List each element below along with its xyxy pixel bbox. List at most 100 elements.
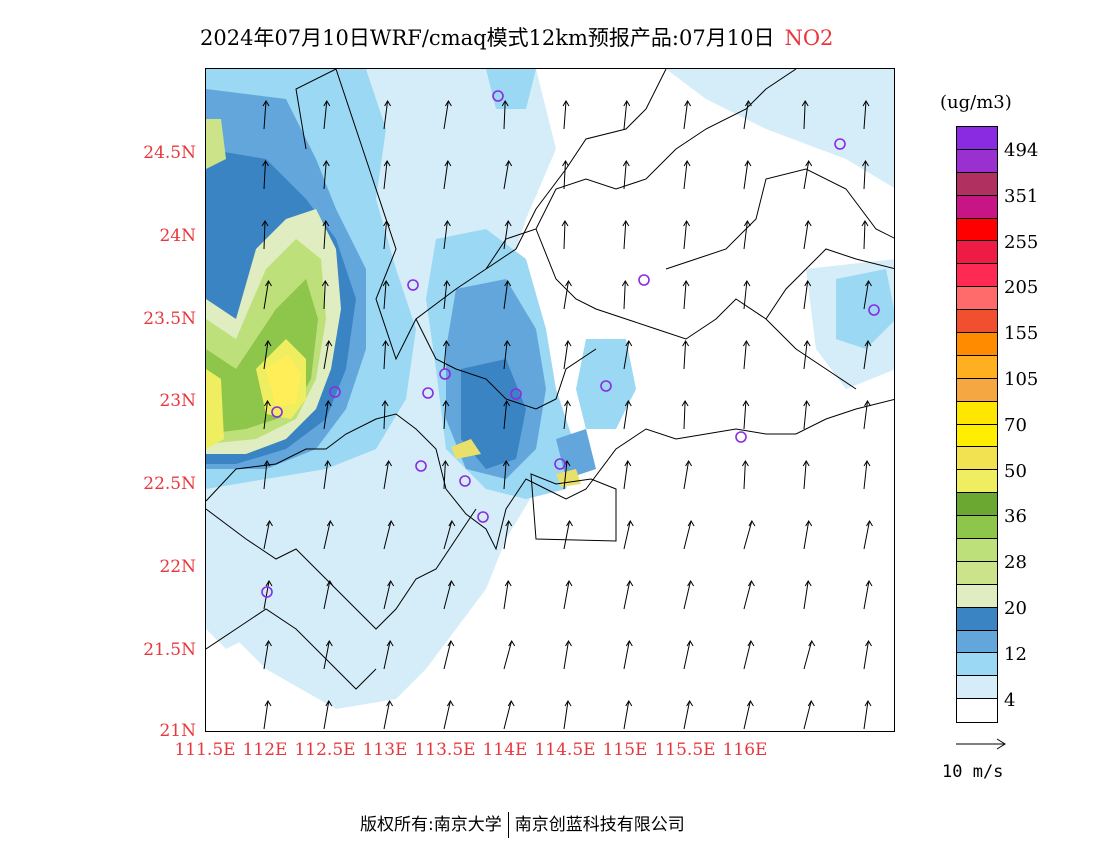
wind-vector-head [743, 220, 751, 227]
wind-vector-head [624, 460, 632, 467]
boundary-line [665, 168, 894, 270]
wind-vector-head [804, 280, 812, 287]
wind-vector [743, 460, 746, 490]
wind-vector-head [325, 700, 333, 707]
wind-vector [323, 100, 328, 130]
concentration-area-12 [836, 269, 894, 349]
wind-vector-head [265, 580, 273, 587]
wind-vector [683, 520, 692, 550]
wind-vector [623, 580, 631, 610]
wind-vector [683, 640, 691, 670]
wind-vector [443, 280, 448, 310]
wind-vector-field [261, 100, 873, 730]
footer-divider [507, 812, 509, 838]
wind-vector [263, 220, 266, 250]
wind-vector [323, 640, 330, 670]
boundary-line [295, 69, 667, 361]
wind-vector-head [625, 340, 633, 347]
wind-vector [683, 280, 687, 310]
wind-vector [383, 460, 390, 490]
wind-vector-head [865, 640, 872, 647]
wind-vector [743, 340, 747, 370]
wind-vector-head [265, 640, 272, 647]
wind-vector [623, 100, 628, 130]
wind-vector [563, 280, 569, 310]
colorbar-cell [957, 653, 997, 677]
wind-vector [803, 640, 813, 670]
wind-vector-head [264, 700, 272, 707]
lon-label-113-5: 113.5E [414, 740, 476, 760]
wind-vector-head [626, 520, 634, 527]
wind-vector [743, 100, 749, 130]
colorbar-cell [957, 630, 997, 654]
wind-vector [263, 520, 270, 550]
lon-label-114: 114E [482, 740, 528, 760]
concentration-map[interactable] [205, 68, 895, 732]
station-marker [735, 431, 747, 443]
wind-vector [503, 100, 506, 130]
wind-vector-head [386, 700, 394, 707]
colorbar-cell [957, 470, 997, 494]
boundary-line [765, 248, 894, 320]
station-marker [868, 304, 880, 316]
wind-vector [503, 520, 510, 550]
colorbar-label: 205 [1004, 277, 1039, 299]
map-title: 2024年07月10日WRF/cmaq模式12km预报产品:07月10日 NO2 [200, 22, 833, 52]
wind-vector-head [805, 160, 813, 167]
wind-vector-head [383, 220, 391, 227]
colorbar-label: 70 [1004, 414, 1027, 436]
wind-vector-head [508, 640, 516, 647]
wind-vector-head [386, 640, 394, 647]
wind-vector-head [264, 400, 271, 407]
wind-vector-head [687, 580, 695, 587]
wind-vector-head [504, 580, 512, 587]
wind-vector [443, 700, 451, 730]
station-markers [261, 90, 880, 598]
wind-vector-head [865, 580, 873, 587]
wind-vector [863, 280, 869, 310]
lat-label-21: 21N [159, 721, 196, 741]
wind-vector [443, 100, 449, 130]
wind-vector-head [805, 520, 813, 527]
wind-vector-head [747, 580, 755, 587]
wind-vector [563, 160, 566, 190]
wind-vector-head [802, 460, 810, 467]
wind-vector-head [685, 460, 693, 467]
wind-vector [443, 640, 452, 670]
wind-vector [803, 340, 808, 370]
station-marker [415, 460, 427, 472]
wind-vector-head [446, 700, 454, 707]
lat-label-22: 22N [159, 557, 196, 577]
boundary-line [530, 473, 617, 542]
pollutant-name: NO2 [784, 26, 834, 50]
colorbar-cell [957, 447, 997, 471]
wind-vector-head [686, 640, 694, 647]
wind-vector-head [382, 280, 390, 287]
station-marker [492, 90, 504, 102]
wind-vector [263, 700, 269, 730]
colorbar-label: 4 [1004, 689, 1016, 711]
colorbar-cell [957, 539, 997, 562]
wind-vector-head [564, 340, 572, 347]
wind-vector-head [325, 340, 333, 347]
wind-vector [383, 220, 388, 250]
colorbar-cell [957, 699, 997, 723]
boundary-line [415, 318, 597, 410]
colorbar-label: 50 [1004, 460, 1027, 482]
wind-vector [383, 640, 391, 670]
wind-vector [383, 100, 389, 130]
wind-vector-head [803, 340, 811, 347]
station-marker [477, 511, 489, 523]
wind-vector-head [561, 220, 569, 227]
wind-vector-head [863, 460, 871, 467]
lat-label-22-5: 22.5N [143, 474, 196, 494]
wind-vector-head [622, 160, 630, 167]
wind-vector [383, 700, 391, 730]
title-text: 2024年07月10日WRF/cmaq模式12km预报产品:07月10日 [200, 26, 775, 50]
wind-vector [803, 220, 809, 250]
wind-vector-head [262, 100, 270, 107]
wind-vector [863, 400, 868, 430]
boundary-line [535, 228, 857, 390]
station-marker [407, 279, 419, 291]
wind-vector [563, 100, 567, 130]
